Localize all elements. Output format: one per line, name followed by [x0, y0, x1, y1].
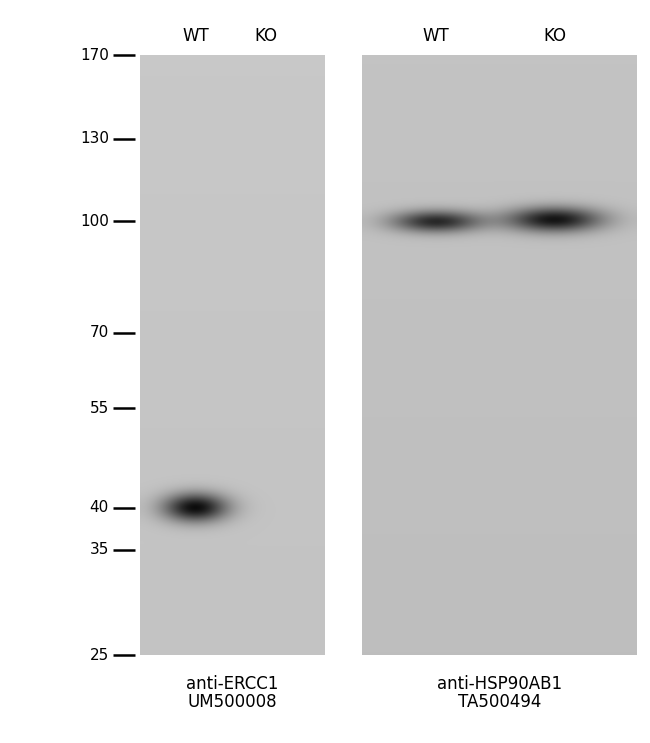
- Text: UM500008: UM500008: [188, 693, 278, 711]
- Text: anti-ERCC1: anti-ERCC1: [187, 675, 279, 693]
- Text: 100: 100: [80, 213, 109, 229]
- Text: 35: 35: [90, 542, 109, 557]
- Text: KO: KO: [543, 27, 566, 45]
- Text: 70: 70: [90, 325, 109, 340]
- Text: TA500494: TA500494: [458, 693, 541, 711]
- Text: 170: 170: [80, 48, 109, 62]
- Text: WT: WT: [182, 27, 209, 45]
- Text: anti-HSP90AB1: anti-HSP90AB1: [437, 675, 562, 693]
- Text: KO: KO: [254, 27, 278, 45]
- Text: 130: 130: [80, 132, 109, 146]
- Text: 40: 40: [90, 500, 109, 516]
- Text: WT: WT: [423, 27, 450, 45]
- Text: 25: 25: [90, 647, 109, 663]
- Text: 55: 55: [90, 400, 109, 416]
